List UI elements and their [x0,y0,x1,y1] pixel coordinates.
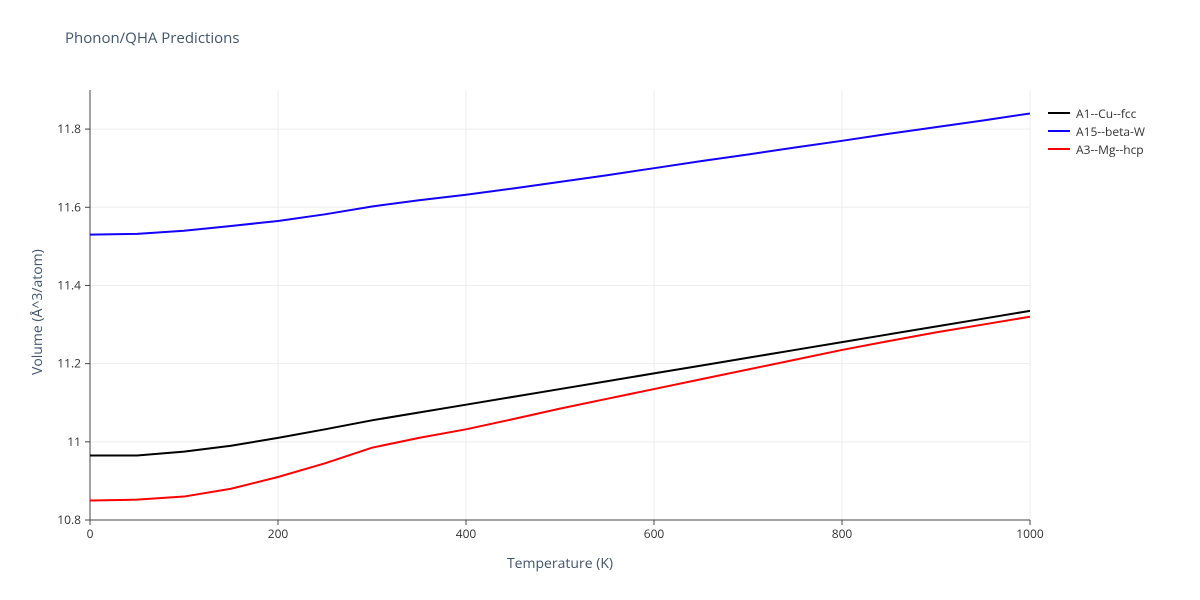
legend-item[interactable]: A3--Mg--hcp [1048,140,1145,158]
x-tick-label: 800 [832,525,853,542]
legend-item[interactable]: A1--Cu--fcc [1048,104,1145,122]
y-tick-label: 10.8 [57,511,81,528]
y-tick-label: 11 [67,433,81,450]
plot-svg: 0 200 400 600 800 1000 10.8 11 11.2 11.4 11.6 11.8 [0,0,1200,600]
chart-container: Phonon/QHA Predictions Temperature (K) V… [0,0,1200,600]
x-tick-label: 0 [87,525,94,542]
y-tick-label: 11.6 [57,198,81,215]
y-tick-label: 11.8 [57,120,81,137]
legend-label: A1--Cu--fcc [1076,105,1136,122]
series-line [90,113,1030,234]
series-line [90,317,1030,501]
y-tick-label: 11.2 [57,355,81,372]
series-line [90,311,1030,456]
legend-item[interactable]: A15--beta-W [1048,122,1145,140]
x-tick-label: 200 [268,525,289,542]
legend-swatch [1048,112,1070,114]
legend-label: A15--beta-W [1076,123,1145,140]
legend-label: A3--Mg--hcp [1076,141,1144,158]
y-tick-label: 11.4 [57,276,81,293]
legend-swatch [1048,130,1070,132]
x-tick-label: 1000 [1016,525,1044,542]
legend-swatch [1048,148,1070,150]
x-tick-label: 400 [456,525,477,542]
legend: A1--Cu--fccA15--beta-WA3--Mg--hcp [1048,104,1145,158]
x-tick-label: 600 [644,525,665,542]
